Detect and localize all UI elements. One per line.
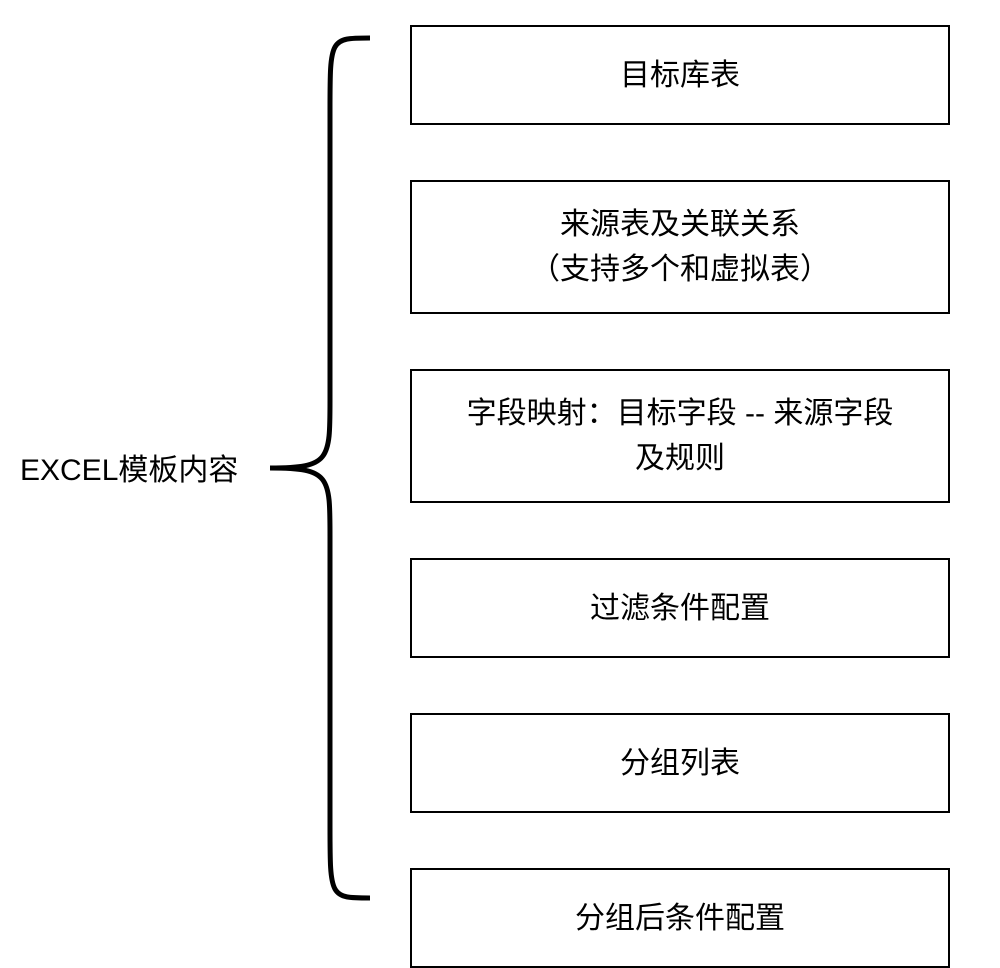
- box-text: 目标库表: [620, 53, 740, 98]
- curly-brace: [260, 30, 380, 906]
- excel-template-diagram: EXCEL模板内容 目标库表 来源表及关联关系（支持多个和虚拟表） 字段映射：目…: [0, 0, 1000, 936]
- box-filter-config: 过滤条件配置: [410, 558, 950, 658]
- box-text: 分组列表: [620, 741, 740, 786]
- box-text: 分组后条件配置: [575, 896, 785, 941]
- box-target-table: 目标库表: [410, 25, 950, 125]
- box-group-list: 分组列表: [410, 713, 950, 813]
- content-boxes-container: 目标库表 来源表及关联关系（支持多个和虚拟表） 字段映射：目标字段 -- 来源字…: [410, 25, 950, 968]
- box-group-condition: 分组后条件配置: [410, 868, 950, 968]
- box-text: 字段映射：目标字段 -- 来源字段及规则: [467, 391, 894, 481]
- box-text: 过滤条件配置: [590, 586, 770, 631]
- diagram-label: EXCEL模板内容: [20, 445, 238, 489]
- box-source-table: 来源表及关联关系（支持多个和虚拟表）: [410, 180, 950, 314]
- box-field-mapping: 字段映射：目标字段 -- 来源字段及规则: [410, 369, 950, 503]
- box-text: 来源表及关联关系（支持多个和虚拟表）: [530, 202, 830, 292]
